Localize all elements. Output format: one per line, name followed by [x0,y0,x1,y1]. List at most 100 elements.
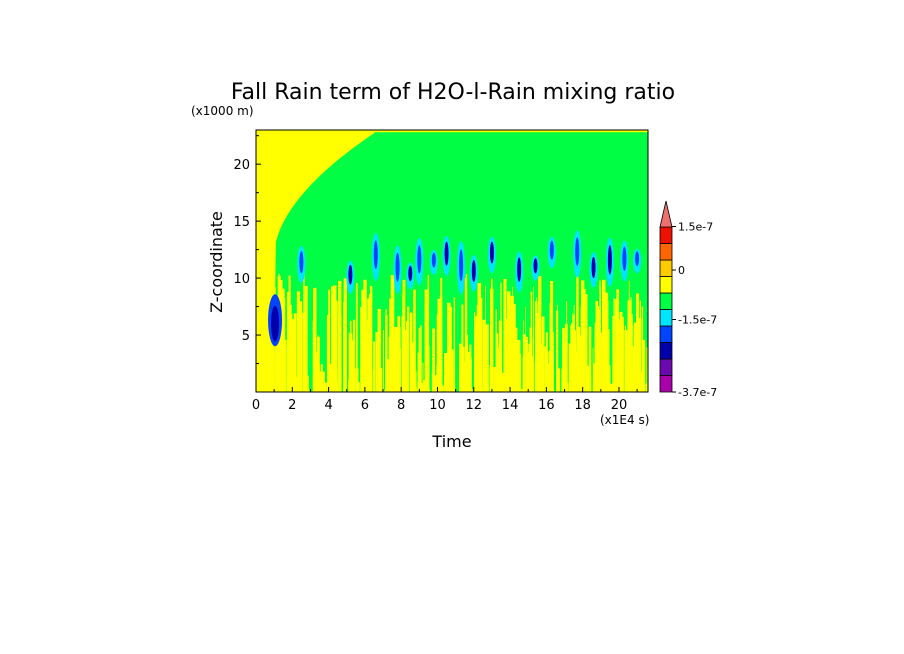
streak-positive [291,319,296,392]
streak-positive [567,383,569,392]
streak-positive [557,368,561,392]
streak-positive [312,320,316,392]
streak-positive [355,283,358,392]
cell-negative-inner [622,246,627,271]
streak-positive [542,377,544,392]
streak-positive [369,286,373,392]
streak-positive [513,303,516,392]
streak-positive [472,389,474,392]
streak-positive [619,312,623,392]
streak-positive [614,358,617,392]
streak-positive [613,298,615,392]
streak-positive [302,312,306,392]
streak-positive [507,315,509,392]
streak-positive [369,353,371,392]
streak-positive [317,361,319,392]
streak-positive [417,382,419,392]
streak-positive [331,286,334,392]
streak-positive [321,380,325,392]
x-tick-label: 2 [288,398,296,413]
streak-positive [467,362,471,392]
streak-positive [615,299,618,392]
streak-positive [464,277,466,392]
streak-positive [526,336,528,392]
streak-positive [588,326,592,392]
streak-positive [432,328,436,392]
streak-positive [403,363,405,392]
streak-positive [373,341,375,392]
y-axis: 5 10 15 20 [233,135,261,365]
streak-positive [288,360,292,392]
streak-positive [511,322,514,392]
streak-positive [525,306,526,392]
streak-positive [585,294,588,392]
streak-positive [551,333,554,392]
cell-negative-inner [471,259,476,282]
cell-negative-inner [575,237,580,266]
streak-positive [566,390,570,392]
plot-frame [255,129,649,393]
streak-positive [538,380,541,392]
streak-positive [285,339,287,392]
streak-positive [599,286,602,392]
streak-positive [519,353,522,392]
streak-positive [500,282,502,392]
streak-positive [489,365,491,392]
colorbar-swatch [659,276,673,294]
streak-positive [580,389,584,392]
cell-negative-inner [408,265,413,282]
streak-positive [388,373,392,392]
colorbar-swatch [659,309,673,327]
y-unit-label: (x1000 m) [191,104,254,118]
streak-positive [617,319,620,392]
streak-positive [288,275,291,392]
y-tick-label: 20 [233,158,250,173]
streak-positive [372,370,376,392]
streak-positive [281,288,285,392]
streak-positive [615,387,617,392]
streak-positive [348,376,353,392]
streak-positive [304,286,308,392]
streak-positive [630,297,632,392]
streak-positive [621,317,624,392]
streak-positive [496,348,499,392]
cell-negative-inner [348,264,353,285]
streak-positive [363,279,367,392]
streak-positive [286,292,290,392]
streak-positive [493,367,497,392]
streak-positive [631,389,634,392]
streak-positive [387,377,389,392]
colorbar-swatch [659,325,673,343]
streak-positive [595,353,597,392]
colorbar-swatch [659,342,673,360]
colorbar-swatch [659,375,673,393]
streak-positive [631,346,634,392]
streak-positive [562,350,566,392]
x-tick-label: 16 [538,398,555,413]
streak-positive [594,322,597,392]
streak-positive [451,349,454,392]
streak-positive [428,353,430,392]
colorbar-extend-arrow [659,200,673,228]
colorbar: 1.5e-7 0 -1.5e-7 -3.7e-7 [659,200,717,399]
streak-positive [324,388,327,392]
streak-positive [453,386,456,392]
streak-positive [397,327,401,392]
streak-positive [404,373,406,392]
streak-positive [434,375,438,392]
streak-positive [364,365,367,392]
streak-positive [491,278,493,392]
cell-negative-inner [373,240,378,270]
streak-positive [642,339,646,392]
y-tick-label: 10 [233,272,250,287]
streak-positive [307,375,309,392]
streak-positive [592,347,594,392]
x-tick-label: 6 [361,398,369,413]
streak-positive [507,291,511,392]
streak-positive [389,298,393,392]
streak-positive [477,283,482,392]
streak-positive [606,329,610,392]
streak-positive [274,302,278,392]
streak-positive [607,372,609,392]
streak-positive [550,280,554,392]
